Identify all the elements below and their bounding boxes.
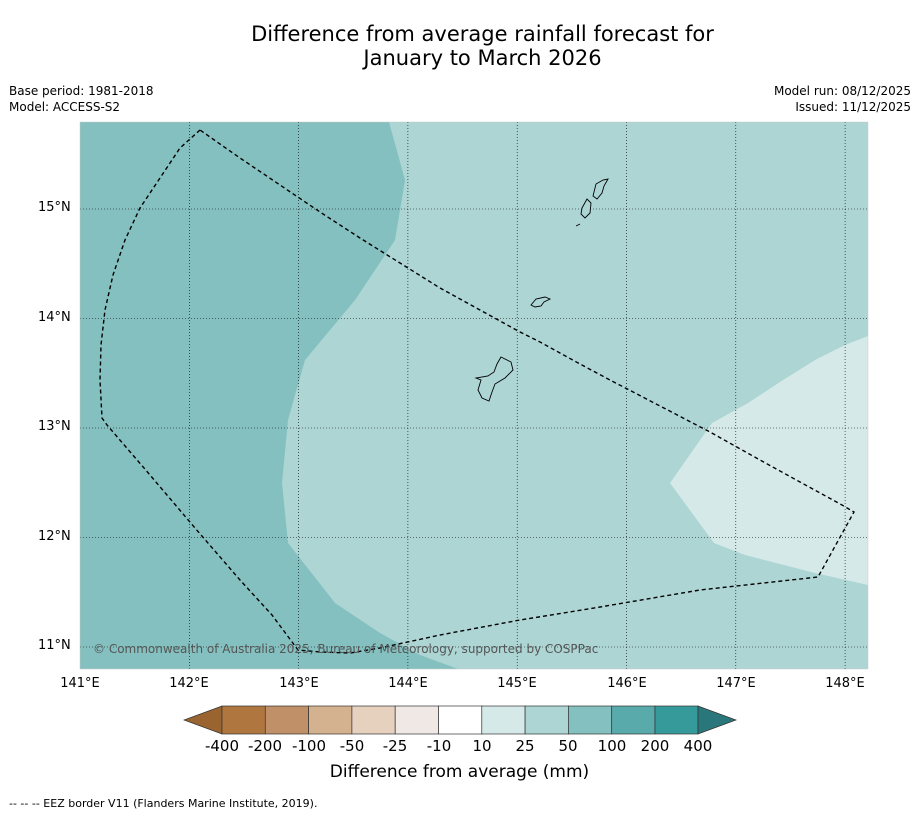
colorbar-cell-9	[568, 706, 611, 734]
lon-label-145: 145°E	[487, 676, 547, 691]
colorbar-cell-10	[612, 706, 655, 734]
colorbar-cell-8	[525, 706, 568, 734]
colorbar-cell-3	[309, 706, 352, 734]
copyright-notice: © Commonwealth of Australia 2025, Bureau…	[93, 642, 598, 656]
lat-label-15: 15°N	[38, 200, 78, 215]
colorbar-cell-11	[655, 706, 698, 734]
colorbar-cell-4	[352, 706, 395, 734]
lon-label-143: 143°E	[269, 676, 329, 691]
lon-label-148: 148°E	[815, 676, 875, 691]
lon-label-144: 144°E	[378, 676, 438, 691]
rainfall-map	[0, 0, 919, 816]
lat-label-11: 11°N	[38, 638, 78, 653]
colorbar	[184, 706, 736, 734]
colorbar-title: Difference from average (mm)	[0, 762, 919, 782]
lon-label-147: 147°E	[706, 676, 766, 691]
colorbar-extend-high	[698, 706, 736, 734]
colorbar-label: 50	[543, 737, 593, 755]
lat-label-12: 12°N	[38, 529, 78, 544]
colorbar-label: -25	[370, 737, 420, 755]
colorbar-cell-6	[439, 706, 482, 734]
eez-footnote: -- -- -- EEZ border V11 (Flanders Marine…	[9, 797, 317, 810]
colorbar-label: 400	[673, 737, 723, 755]
colorbar-cell-2	[265, 706, 308, 734]
colorbar-cell-1	[222, 706, 265, 734]
colorbar-label: -200	[240, 737, 290, 755]
lat-label-13: 13°N	[38, 419, 78, 434]
colorbar-extend-low	[184, 706, 222, 734]
lon-label-142: 142°E	[159, 676, 219, 691]
colorbar-cell-7	[482, 706, 525, 734]
lon-label-141: 141°E	[50, 676, 110, 691]
colorbar-cell-5	[395, 706, 438, 734]
lat-label-14: 14°N	[38, 310, 78, 325]
lon-label-146: 146°E	[597, 676, 657, 691]
